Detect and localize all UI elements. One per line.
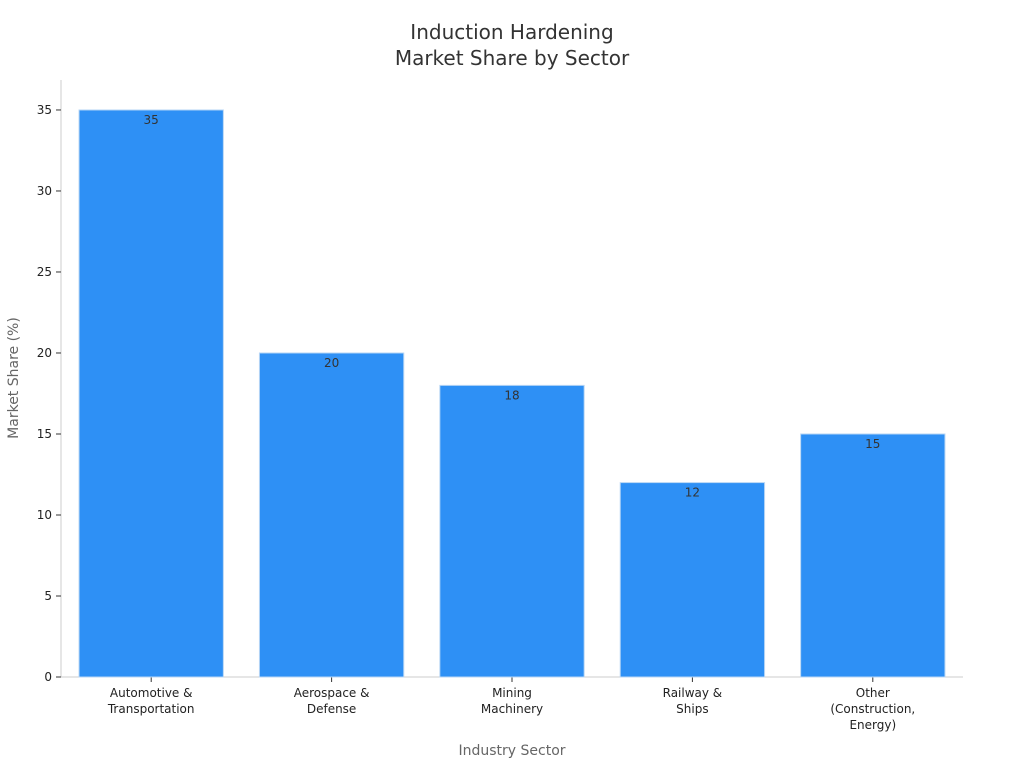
y-tick-label: 20	[37, 345, 52, 359]
bar	[439, 384, 585, 678]
y-tick-label: 35	[37, 102, 52, 116]
value-label: 35	[144, 112, 159, 126]
value-label: 15	[865, 436, 880, 450]
bar	[619, 482, 766, 678]
value-label: 12	[685, 485, 700, 499]
y-tick-label: 25	[37, 264, 52, 278]
bar	[78, 109, 224, 678]
y-tick-label: 30	[37, 183, 52, 197]
y-tick-label: 0	[44, 670, 52, 684]
bar	[258, 352, 405, 678]
y-tick-label: 10	[37, 507, 52, 521]
x-tick-label: Mining Machinery	[481, 686, 543, 716]
value-label: 20	[324, 355, 339, 369]
chart-title: Induction Hardening Market Share by Secto…	[395, 20, 630, 70]
bar	[800, 433, 946, 678]
y-tick-label: 15	[37, 426, 52, 440]
value-label: 18	[504, 388, 519, 402]
x-tick-label: Automotive & Transportation	[107, 686, 195, 716]
x-tick-label: Railway & Ships	[663, 686, 723, 716]
x-tick-label: Other (Construction, Energy)	[830, 686, 915, 732]
y-axis-title: Market Share (%)	[6, 317, 22, 439]
x-axis-title: Industry Sector	[458, 743, 565, 759]
x-tick-label: Aerospace & Defense	[294, 686, 370, 716]
y-tick-label: 5	[44, 588, 52, 602]
